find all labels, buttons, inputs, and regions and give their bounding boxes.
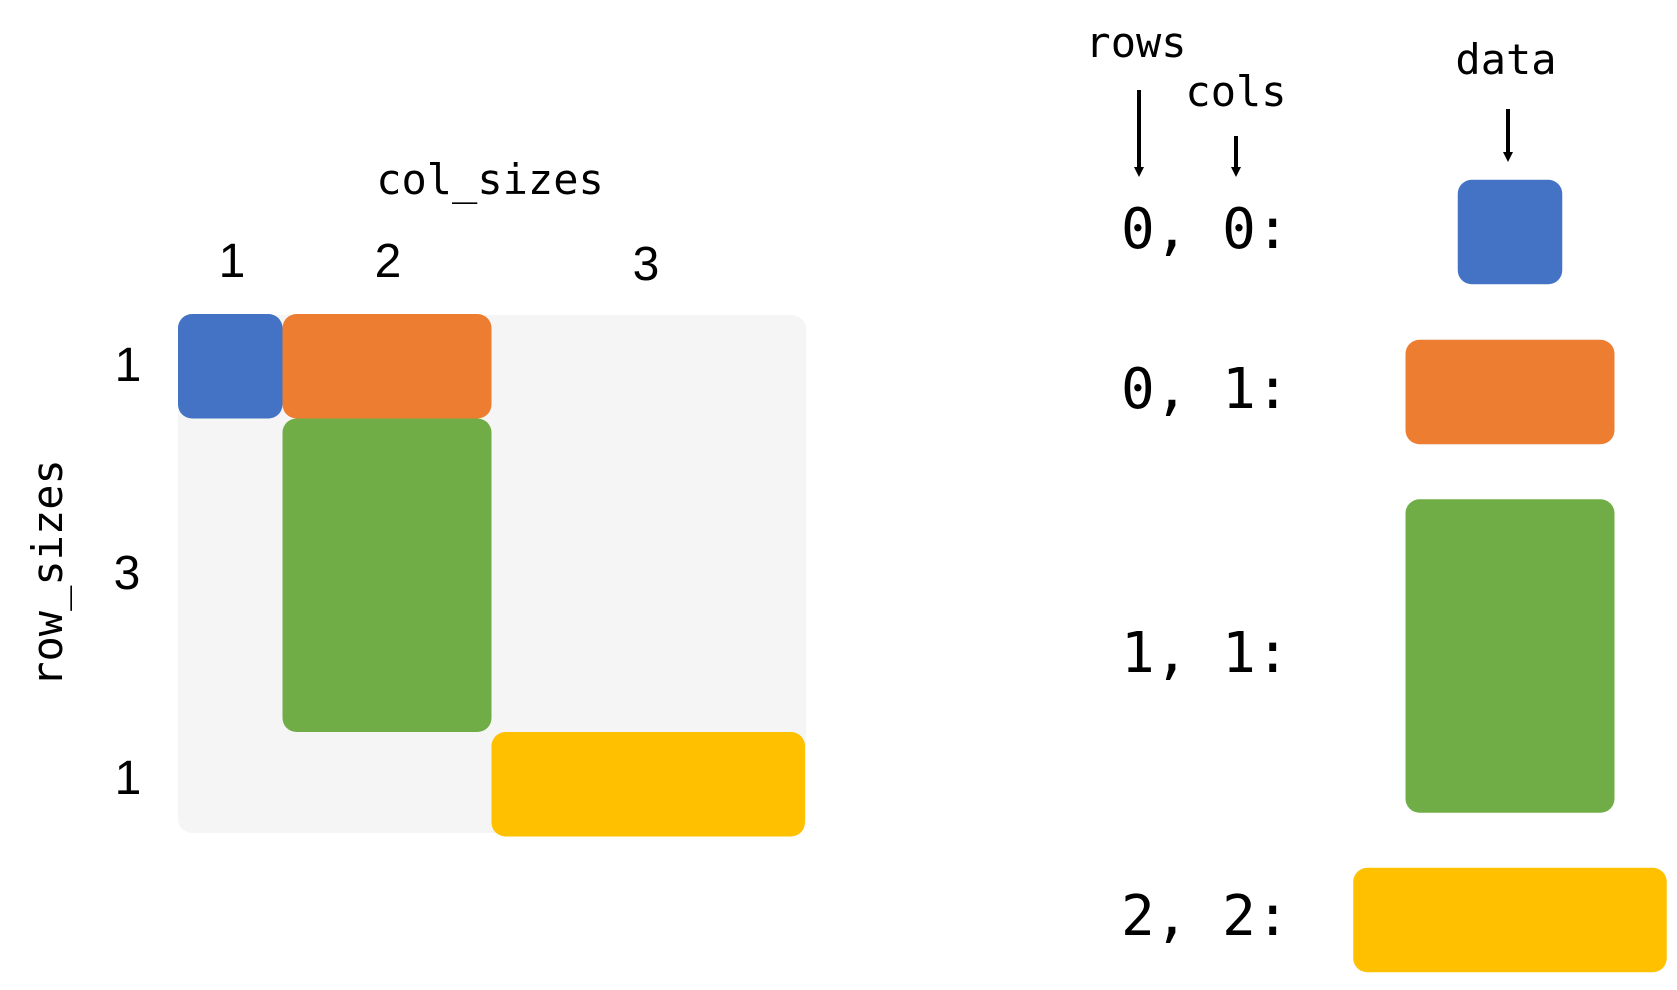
matrix-block-1-1 — [282, 418, 492, 732]
row-size-3: 1 — [115, 752, 142, 805]
matrix-block-0-0 — [178, 314, 283, 419]
col-size-1: 1 — [219, 235, 246, 288]
matrix-blocks — [178, 314, 805, 837]
col-sizes-label: col_sizes — [376, 155, 604, 204]
col-size-3: 3 — [633, 238, 660, 291]
matrix-block-2-2 — [491, 732, 805, 837]
col-size-2: 2 — [375, 235, 402, 288]
row-sizes-label: row_sizes — [23, 459, 72, 687]
entry-key-2: 1, 1: — [1121, 621, 1290, 686]
storage-blocks — [1353, 179, 1667, 973]
data-block-1-1 — [1405, 499, 1615, 813]
entry-key-0: 0, 0: — [1121, 197, 1290, 262]
data-header: data — [1455, 35, 1556, 84]
col-size-labels: 1 2 3 — [219, 235, 660, 291]
data-block-2-2 — [1353, 867, 1667, 973]
cols-header: cols — [1185, 67, 1286, 116]
data-block-0-0 — [1457, 179, 1563, 285]
storage-entries: 0, 0: 0, 1: 1, 1: 2, 2: — [1121, 179, 1667, 973]
block-matrix — [178, 314, 806, 837]
row-size-1: 1 — [115, 339, 142, 392]
row-size-2: 3 — [114, 547, 141, 600]
row-size-labels: 1 3 1 — [114, 339, 142, 805]
data-block-0-1 — [1405, 339, 1615, 445]
entry-key-3: 2, 2: — [1121, 884, 1290, 949]
matrix-block-0-1 — [282, 314, 492, 419]
rows-header: rows — [1085, 18, 1186, 67]
entry-key-1: 0, 1: — [1121, 357, 1290, 422]
